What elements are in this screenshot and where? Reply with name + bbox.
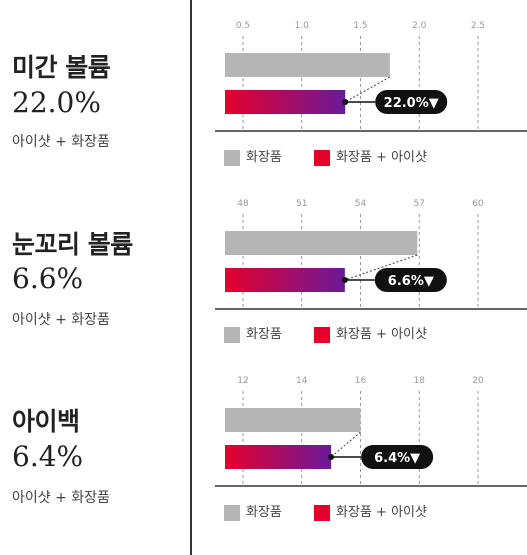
badge-pointer-dot <box>341 277 348 283</box>
x-tick-label: 1.5 <box>353 21 367 31</box>
legend-label-cosmetic: 화장품 <box>246 505 282 520</box>
legend-swatch-combined <box>314 504 331 521</box>
legend-item-combined: 화장품 + 아이샷 <box>314 323 427 343</box>
metric-value: 6.4% <box>12 440 84 473</box>
x-tick-label: 54 <box>355 199 367 209</box>
legend-item-cosmetic: 화장품 <box>224 146 282 166</box>
chart-1: 0.5 1.0 1.5 2.0 2.5 22.0%▼ <box>215 21 527 132</box>
x-tick-label: 18 <box>414 376 426 386</box>
metric-subtitle: 아이샷 + 화장품 <box>12 312 110 328</box>
legend-swatch-cosmetic <box>224 149 240 166</box>
legend-item-combined: 화장품 + 아이샷 <box>314 501 427 521</box>
legend-swatch-cosmetic <box>224 504 240 521</box>
bar-combined <box>225 90 346 114</box>
legend-swatch-combined <box>314 149 331 166</box>
x-tick-label: 20 <box>472 376 484 386</box>
badge-pointer-dot <box>342 99 349 105</box>
metric-value: 6.6% <box>12 262 84 295</box>
legend-item-combined: 화장품 + 아이샷 <box>314 146 427 166</box>
metric-title: 아이백 <box>12 407 80 436</box>
x-tick-label: 2.0 <box>412 21 427 31</box>
connector-line <box>344 76 391 103</box>
chart-legend: 화장품 화장품 + 아이샷 <box>224 323 455 343</box>
change-badge-label: 22.0%▼ <box>384 96 439 111</box>
legend-item-cosmetic: 화장품 <box>224 501 282 521</box>
chart-3: 12 14 16 18 20 6.4%▼ <box>215 376 527 487</box>
metric-value: 22.0% <box>12 86 101 119</box>
legend-label-cosmetic: 화장품 <box>246 150 282 165</box>
x-tick-label: 16 <box>355 376 367 386</box>
x-tick-label: 60 <box>472 199 484 209</box>
connector-line <box>330 431 361 458</box>
x-tick-label: 12 <box>237 376 248 386</box>
x-tick-label: 51 <box>296 199 307 209</box>
legend-label-combined: 화장품 + 아이샷 <box>336 327 427 342</box>
vertical-divider <box>190 0 192 555</box>
change-badge-label: 6.4%▼ <box>374 451 420 466</box>
x-tick-label: 14 <box>296 376 308 386</box>
bar-cosmetic <box>225 231 418 255</box>
connector-line <box>344 254 418 281</box>
legend-item-cosmetic: 화장품 <box>224 323 282 343</box>
chart-legend: 화장품 화장품 + 아이샷 <box>224 501 455 521</box>
x-tick-label: 1.0 <box>295 21 310 31</box>
change-badge <box>374 268 447 292</box>
bar-combined <box>225 268 345 292</box>
legend-swatch-combined <box>314 326 331 343</box>
bar-combined <box>225 445 332 469</box>
change-badge <box>361 445 434 469</box>
x-tick-label: 2.5 <box>471 21 485 31</box>
badge-pointer-dot <box>328 454 335 460</box>
x-tick-label: 48 <box>237 199 249 209</box>
chart-legend: 화장품 화장품 + 아이샷 <box>224 146 455 166</box>
metric-title: 미간 볼륨 <box>12 53 111 82</box>
bar-cosmetic <box>225 408 361 432</box>
bar-cosmetic <box>225 53 390 77</box>
x-tick-label: 0.5 <box>236 21 250 31</box>
legend-swatch-cosmetic <box>224 326 240 343</box>
metric-subtitle: 아이샷 + 화장품 <box>12 134 110 150</box>
metric-title: 눈꼬리 볼륨 <box>12 230 133 259</box>
change-badge <box>375 90 448 114</box>
change-badge-label: 6.6%▼ <box>388 274 434 289</box>
legend-label-combined: 화장품 + 아이샷 <box>336 150 427 165</box>
legend-label-combined: 화장품 + 아이샷 <box>336 505 427 520</box>
chart-2: 48 51 54 57 60 6.6%▼ <box>215 199 527 310</box>
x-tick-label: 57 <box>414 199 425 209</box>
metric-subtitle: 아이샷 + 화장품 <box>12 490 110 506</box>
legend-label-cosmetic: 화장품 <box>246 327 282 342</box>
